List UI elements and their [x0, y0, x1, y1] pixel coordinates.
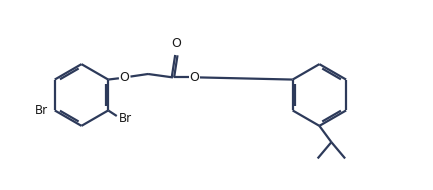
Text: Br: Br: [120, 112, 132, 125]
Text: O: O: [189, 71, 199, 84]
Text: Br: Br: [35, 104, 48, 117]
Text: O: O: [171, 36, 181, 50]
Text: O: O: [120, 71, 129, 84]
